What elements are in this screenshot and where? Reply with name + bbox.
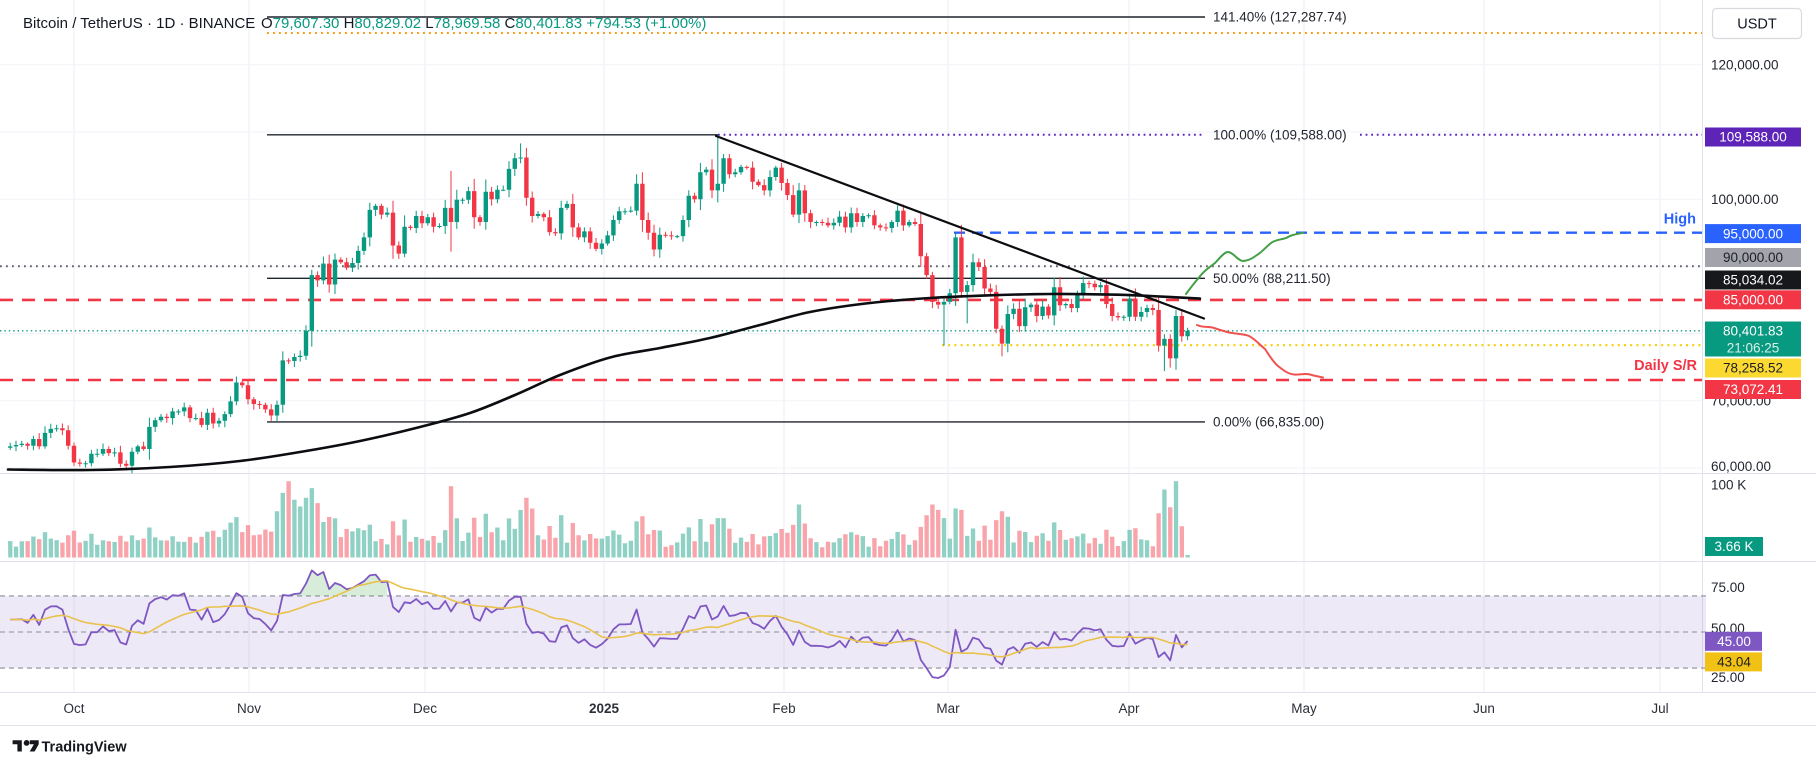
svg-text:Oct: Oct: [63, 701, 84, 716]
svg-text:25.00: 25.00: [1711, 670, 1745, 685]
svg-text:Feb: Feb: [772, 701, 795, 716]
svg-text:60,000.00: 60,000.00: [1711, 459, 1771, 474]
svg-text:100.00% (109,588.00): 100.00% (109,588.00): [1213, 128, 1347, 143]
svg-text:Apr: Apr: [1118, 701, 1140, 716]
svg-text:120,000.00: 120,000.00: [1711, 57, 1779, 72]
svg-text:Nov: Nov: [237, 701, 261, 716]
svg-text:85,034.02: 85,034.02: [1723, 273, 1783, 288]
svg-text:21:06:25: 21:06:25: [1727, 341, 1780, 356]
svg-text:Daily S/R: Daily S/R: [1634, 358, 1697, 374]
svg-text:O79,607.30 H80,829.02 L78,969.: O79,607.30 H80,829.02 L78,969.58 C80,401…: [261, 15, 706, 32]
svg-text:0.00% (66,835.00): 0.00% (66,835.00): [1213, 415, 1324, 430]
svg-text:80,401.83: 80,401.83: [1723, 324, 1783, 339]
svg-text:43.04: 43.04: [1717, 655, 1751, 670]
svg-text:TradingView: TradingView: [42, 740, 128, 756]
svg-text:75.00: 75.00: [1711, 580, 1745, 595]
svg-text:45.00: 45.00: [1717, 634, 1751, 649]
svg-text:73,072.41: 73,072.41: [1723, 382, 1783, 397]
svg-text:High: High: [1664, 212, 1696, 228]
svg-text:USDT: USDT: [1737, 17, 1777, 33]
svg-text:May: May: [1291, 701, 1317, 716]
svg-text:2025: 2025: [589, 701, 620, 716]
svg-text:85,000.00: 85,000.00: [1723, 293, 1783, 308]
svg-text:3.66 K: 3.66 K: [1714, 539, 1753, 554]
svg-text:141.40% (127,287.74): 141.40% (127,287.74): [1213, 10, 1347, 25]
svg-text:Mar: Mar: [936, 701, 960, 716]
svg-text:Jun: Jun: [1473, 701, 1495, 716]
svg-text:100 K: 100 K: [1711, 478, 1746, 493]
svg-text:Bitcoin / TetherUS · 1D · BINA: Bitcoin / TetherUS · 1D · BINANCE: [23, 15, 255, 32]
svg-text:Jul: Jul: [1651, 701, 1668, 716]
svg-text:50.00% (88,211.50): 50.00% (88,211.50): [1213, 271, 1331, 286]
svg-text:109,588.00: 109,588.00: [1719, 130, 1787, 145]
svg-text:100,000.00: 100,000.00: [1711, 192, 1779, 207]
svg-text:78,258.52: 78,258.52: [1723, 361, 1783, 376]
svg-text:90,000.00: 90,000.00: [1723, 250, 1783, 265]
svg-text:95,000.00: 95,000.00: [1723, 226, 1783, 241]
svg-text:Dec: Dec: [413, 701, 437, 716]
